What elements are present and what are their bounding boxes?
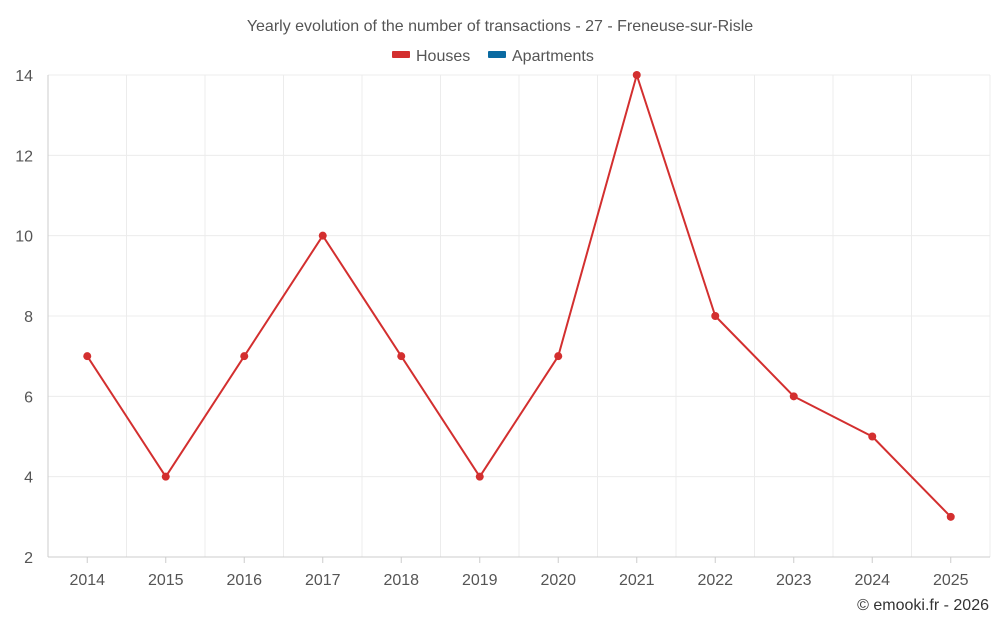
data-point[interactable]: [554, 352, 563, 361]
y-tick-label: 14: [15, 68, 33, 85]
y-tick-label: 12: [15, 148, 33, 165]
data-point[interactable]: [475, 472, 484, 481]
x-tick-label: 2020: [540, 572, 576, 589]
legend: Houses Apartments: [392, 48, 594, 65]
x-tick-label: 2018: [383, 572, 419, 589]
axes: [47, 75, 990, 558]
data-point[interactable]: [789, 392, 798, 401]
x-tick-label: 2014: [69, 572, 105, 589]
y-tick-label: 2: [24, 550, 33, 567]
x-tick-label: 2016: [226, 572, 262, 589]
credit-text: © emooki.fr - 2026: [857, 597, 989, 614]
x-tick-label: 2024: [854, 572, 890, 589]
x-tick-label: 2022: [697, 572, 733, 589]
x-tick-label: 2017: [305, 572, 341, 589]
x-axis-ticks: 2014 2015 2016 2017 2018 2019 2020 2021 2022 2023…: [69, 557, 969, 589]
data-point[interactable]: [632, 71, 641, 79]
y-tick-label: 4: [24, 470, 33, 487]
data-point[interactable]: [240, 352, 249, 361]
series-line-houses: [86, 74, 952, 518]
x-tick-label: 2021: [619, 572, 655, 589]
legend-swatch-apartments: [488, 51, 506, 58]
data-point[interactable]: [868, 432, 877, 441]
x-tick-label: 2023: [776, 572, 812, 589]
y-tick-label: 8: [24, 309, 33, 326]
series-houses: [83, 71, 955, 521]
y-axis-ticks: 2 4 6 8 10 12 14: [15, 68, 33, 567]
y-tick-label: 6: [24, 389, 33, 406]
legend-label-houses: Houses: [416, 48, 470, 65]
chart-title: Yearly evolution of the number of transa…: [247, 18, 753, 35]
data-point[interactable]: [318, 231, 327, 240]
x-tick-label: 2019: [462, 572, 498, 589]
data-point[interactable]: [83, 352, 92, 361]
data-point[interactable]: [161, 472, 170, 481]
grid: [47, 74, 991, 557]
data-point[interactable]: [946, 512, 955, 521]
legend-item-apartments[interactable]: Apartments: [488, 48, 594, 65]
data-point[interactable]: [397, 352, 406, 361]
legend-item-houses[interactable]: Houses: [392, 48, 470, 65]
legend-label-apartments: Apartments: [512, 48, 594, 65]
legend-swatch-houses: [392, 51, 410, 58]
y-tick-label: 10: [15, 229, 33, 246]
data-point[interactable]: [711, 312, 720, 320]
x-tick-label: 2025: [933, 572, 969, 589]
x-tick-label: 2015: [148, 572, 184, 589]
